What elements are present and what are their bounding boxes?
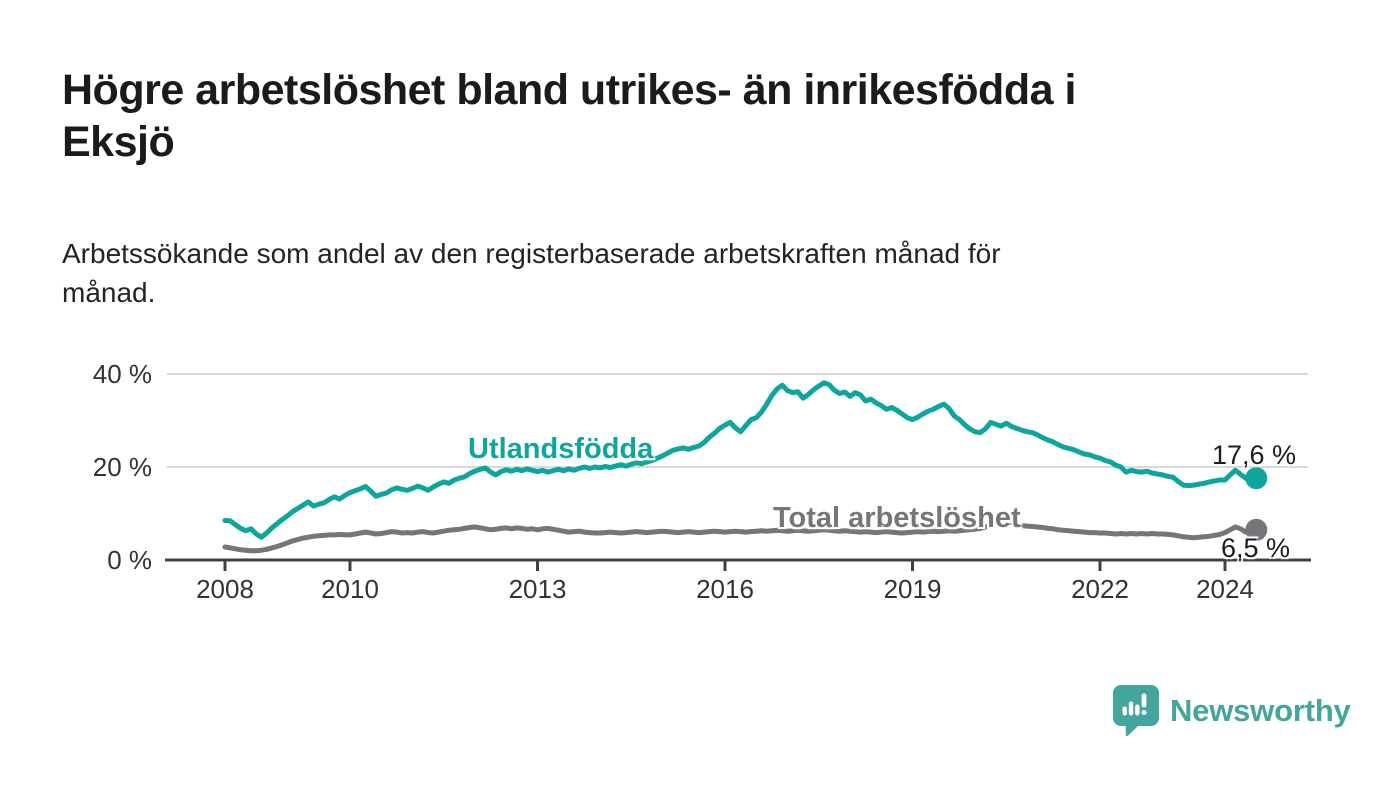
end-value-label-total-arbetslöshet: 6,5 % <box>1221 533 1291 563</box>
page-title-line2: Eksjö <box>62 118 175 166</box>
chart-subtitle-line2: månad. <box>62 277 156 308</box>
page-title: Högre arbetslöshet bland utrikes- än inr… <box>62 64 1362 168</box>
end-value-label-utlandsfödda: 17,6 % <box>1212 440 1297 470</box>
y-axis-tick-label: 40 % <box>92 359 152 389</box>
x-axis-tick-label: 2016 <box>696 574 754 604</box>
logo-bar-3 <box>1135 704 1140 716</box>
chart-subtitle-line1: Arbetssökande som andel av den registerb… <box>62 238 1001 269</box>
x-axis-tick-label: 2010 <box>321 574 379 604</box>
newsworthy-logo-text: Newsworthy <box>1170 692 1351 728</box>
logo-bar-2 <box>1128 701 1134 716</box>
series-line-total-arbetslöshet <box>222 520 1259 554</box>
series-label-utlandsfödda: Utlandsfödda <box>468 433 654 465</box>
x-axis-tick-label: 2013 <box>508 574 567 604</box>
x-axis-tick-label: 2019 <box>883 574 942 604</box>
logo-bar-1 <box>1122 706 1127 716</box>
newsworthy-logo: Newsworthy <box>1113 685 1351 736</box>
newsworthy-logo-icon <box>1113 685 1159 736</box>
series-label-total-arbetslöshet: Total arbetslöshet <box>773 502 1021 534</box>
x-axis-tick-label: 2008 <box>196 574 254 604</box>
chart-subtitle: Arbetssökande som andel av den registerb… <box>62 234 1302 312</box>
series-line-utlandsfödda <box>222 380 1259 540</box>
page-title-line1: Högre arbetslöshet bland utrikes- än inr… <box>62 66 1076 114</box>
y-axis-tick-label: 0 % <box>107 545 152 575</box>
logo-exclamation-dot <box>1141 710 1147 715</box>
logo-exclamation-bar <box>1141 693 1147 708</box>
y-axis-tick-label: 20 % <box>92 452 152 482</box>
x-axis-tick-label: 2022 <box>1071 574 1129 604</box>
x-axis-tick-label: 2024 <box>1196 574 1254 604</box>
